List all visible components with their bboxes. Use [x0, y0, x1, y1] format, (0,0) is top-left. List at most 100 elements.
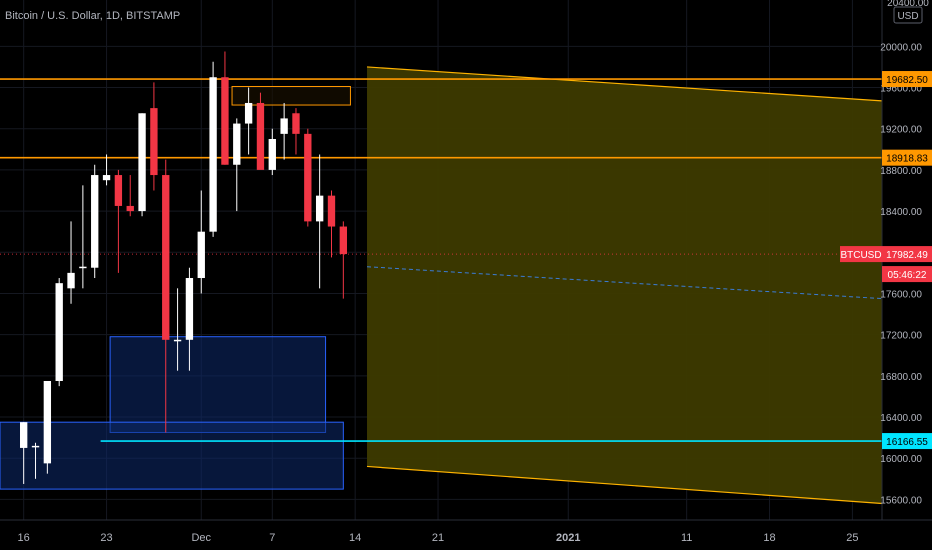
supply-box — [231, 85, 351, 106]
x-tick-label: 25 — [846, 532, 858, 544]
candle — [268, 128, 276, 176]
candle — [55, 278, 63, 387]
candle — [315, 154, 324, 289]
x-tick-label: 23 — [100, 532, 112, 544]
candle-body — [102, 175, 111, 181]
candle-body — [114, 175, 123, 206]
candle-body — [197, 231, 205, 279]
symbol-title: Bitcoin / U.S. Dollar, 1D, BITSTAMP — [5, 10, 180, 22]
y-tick-label: 18800.00 — [880, 166, 922, 177]
symbol-tag-text: BTCUSD — [840, 250, 881, 261]
current-price-tag-text: 17982.49 — [886, 250, 928, 261]
candle — [31, 442, 40, 479]
channel-midline — [366, 266, 883, 300]
candle — [150, 82, 158, 191]
candle — [138, 113, 146, 217]
candle-body — [31, 445, 40, 448]
x-tick-label: Dec — [191, 532, 211, 544]
x-tick-label: 21 — [432, 532, 444, 544]
candle — [280, 102, 288, 160]
candle-body — [268, 139, 276, 170]
level-price-tag-bg — [882, 433, 932, 450]
candle — [79, 185, 87, 289]
candle — [162, 159, 170, 433]
candle — [209, 61, 217, 237]
y-tick-label: 17200.00 — [880, 331, 922, 342]
candle-body — [43, 380, 52, 464]
x-tick-label: 2021 — [556, 532, 580, 544]
level-price-tag-bg — [882, 71, 932, 88]
candle-body — [292, 113, 300, 134]
currency-badge[interactable] — [893, 6, 923, 24]
countdown-tag-bg — [882, 266, 932, 283]
horizontal-levels — [0, 78, 882, 442]
candle-body — [244, 102, 253, 124]
candle — [126, 175, 134, 217]
candle-body — [304, 133, 312, 222]
candle — [233, 118, 241, 212]
candle-body — [315, 195, 324, 222]
channel-upper-line — [366, 66, 883, 102]
candle — [197, 190, 205, 294]
y-tick-label: 15600.00 — [880, 495, 922, 506]
candle — [20, 422, 28, 484]
candles — [20, 51, 347, 484]
candle-body — [138, 113, 146, 212]
candle-body — [55, 283, 63, 381]
level-price-tag-text: 18918.83 — [886, 154, 928, 165]
candle-body — [150, 108, 158, 176]
candle-body — [209, 77, 217, 232]
channel-lower-line — [366, 465, 883, 505]
time-axis[interactable]: 16 23 Dec 7 14 21 2021 11 18 25 — [18, 532, 859, 544]
candle-body — [67, 272, 75, 289]
channel-fill — [367, 66, 882, 504]
y-tick-label: 16400.00 — [880, 413, 922, 424]
candle — [292, 108, 300, 155]
y-tick-label: 16000.00 — [880, 454, 922, 465]
current-price-tag-bg — [882, 246, 932, 263]
candle — [327, 190, 336, 258]
zones — [0, 85, 351, 490]
candle-body — [221, 77, 229, 165]
level-price-tag-bg — [882, 149, 932, 166]
level-labels: 19682.50 18918.83 16166.55 BTCUSD 17982.49 05… — [840, 71, 932, 450]
level-price-tag-text: 19682.50 — [886, 75, 928, 86]
countdown-tag-text: 05:46:22 — [888, 270, 927, 281]
level-price-tag-text: 16166.55 — [886, 437, 928, 448]
candle — [173, 288, 182, 371]
x-tick-label: 11 — [681, 532, 692, 544]
candle — [339, 221, 347, 299]
y-tick-label: 16800.00 — [880, 372, 922, 383]
candle-body — [185, 278, 194, 340]
y-tick-label: 18400.00 — [880, 207, 922, 218]
candle — [114, 169, 123, 273]
candle-body — [162, 175, 170, 340]
candle-body — [79, 266, 87, 269]
candle — [185, 267, 194, 371]
currency-label: USD — [897, 11, 918, 22]
level-price-tag: 19682.50 — [882, 71, 932, 88]
candle-body — [256, 102, 265, 170]
axis-top-tick: 20400.00 — [887, 0, 929, 9]
x-tick-label: 14 — [349, 532, 361, 544]
y-tick-label: 20000.00 — [880, 42, 922, 53]
countdown-tag: 05:46:22 — [882, 266, 932, 283]
candle — [221, 51, 229, 165]
candle-body — [20, 422, 28, 448]
candle — [43, 380, 52, 474]
candle-body — [339, 226, 347, 255]
x-tick-label: 18 — [763, 532, 775, 544]
demand-zone-upper — [109, 336, 327, 433]
candle — [67, 221, 75, 304]
projection-channel — [366, 66, 883, 505]
candle — [102, 154, 111, 186]
demand-zone-lower — [0, 421, 344, 490]
current-price-tag: 17982.49 — [882, 246, 932, 263]
level-price-tag: 16166.55 — [882, 433, 932, 450]
x-tick-label: 7 — [269, 532, 275, 544]
candle-body — [173, 339, 182, 342]
candle — [304, 128, 312, 227]
candle — [256, 92, 265, 170]
symbol-tag: BTCUSD — [840, 246, 882, 263]
